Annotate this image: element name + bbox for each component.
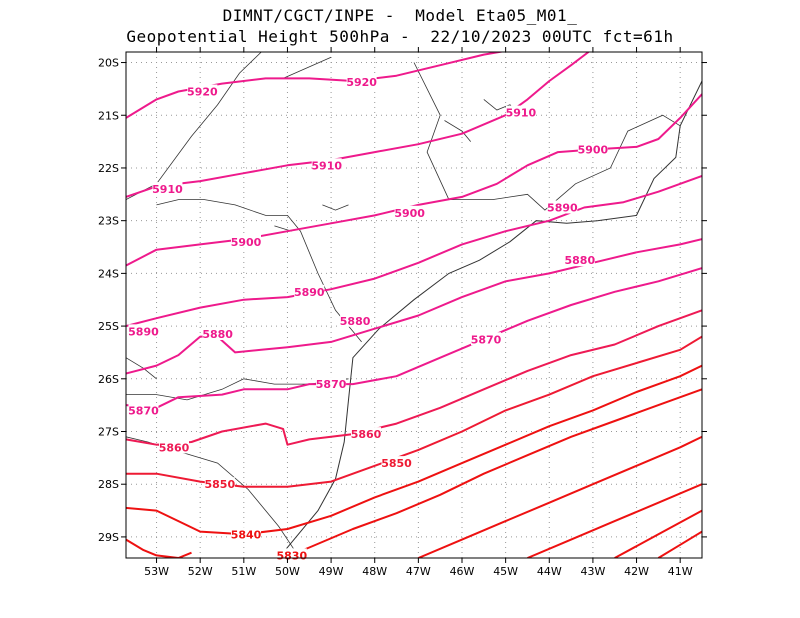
contour-line-5790 [657,530,702,558]
lon-tick-label: 43W [580,565,605,578]
contour-label-5850: 5850 [205,478,236,491]
contour-label-5910: 5910 [152,183,183,196]
contour-label-5860: 5860 [159,441,190,454]
contour-label-bg [340,313,371,327]
contour-layer [126,52,702,558]
contour-label-5910: 5910 [311,159,342,172]
contour-label-5830: 5830 [277,549,308,562]
contour-label-bg [202,326,233,340]
state-border [126,436,297,553]
axis-ticks: 53W 52W 51W 50W 49W 48W 47W 46W 45W 44W 43W 42W 41W 2… [98,47,707,578]
reservoir-outline [444,120,472,142]
lon-tick-label: 49W [319,565,344,578]
contour-label-5870: 5870 [471,333,502,346]
lat-tick-label: 24S [98,267,119,280]
contour-label-bg [547,200,578,214]
contour-label-5910: 5910 [506,107,537,120]
lat-tick-label: 29S [98,531,119,544]
contour-label-5900: 5900 [394,207,425,220]
contour-label-5920: 5920 [346,76,377,89]
contour-label-bg [128,324,159,338]
contour-label-5880: 5880 [565,254,596,267]
state-border [126,378,349,401]
contour-label-bg [159,440,189,454]
contour-line-5810 [527,483,702,558]
contour-label-bg [505,105,536,119]
contour-label-bg [577,142,608,156]
contour-label-bg [204,477,235,491]
lon-tick-label: 41W [668,565,693,578]
contour-line-5820 [418,435,702,558]
contour-line-5830 [282,388,702,558]
contour-label-5890: 5890 [547,201,578,214]
contour-label-5880: 5880 [202,328,233,341]
contour-label-5870: 5870 [128,404,159,417]
contour-label-bg [394,205,425,219]
contour-line-5880 [126,238,702,375]
contour-line-5890 [126,174,702,328]
map-background [126,52,702,558]
contour-label-bg [381,456,412,470]
state-border [413,62,681,211]
contour-label-5870: 5870 [316,378,347,391]
lon-tick-label: 46W [450,565,475,578]
contour-label-bg [311,158,342,172]
lon-tick-label: 47W [406,565,431,578]
contour-label-bg [471,332,501,346]
reservoir-outline [322,204,349,211]
lat-tick-label: 28S [98,478,119,491]
contour-label-5890: 5890 [128,325,159,338]
contour-line-5830 [126,538,192,558]
lat-tick-label: 20S [98,57,119,70]
contour-label-layer: 5920 5920 5910 5910 5910 5900 5900 5900 5890 5890… [128,75,609,562]
contour-line-5840 [126,364,702,536]
contour-label-bg [351,427,381,441]
lat-tick-label: 22S [98,162,119,175]
contour-line-5870 [126,267,702,409]
lon-tick-label: 48W [362,565,387,578]
contour-label-bg [187,84,218,98]
contour-label-bg [231,527,261,541]
lat-tick-label: 26S [98,373,119,386]
coastline [278,80,702,558]
contour-label-5860: 5860 [351,428,382,441]
lon-tick-label: 45W [493,565,518,578]
geography-layer [126,52,702,558]
contour-label-5840: 5840 [231,528,262,541]
state-border [282,56,332,79]
state-border [156,199,362,343]
contour-line-5900 [126,93,702,267]
contour-label-bg [564,253,595,267]
title-line-1: DIMNT/CGCT/INPE - Model Eta05_M01_ [222,6,578,25]
title-line-2: Geopotential Height 500hPa - 22/10/2023 … [126,27,674,46]
contour-label-5920: 5920 [187,86,218,99]
lon-tick-label: 50W [275,565,300,578]
lat-tick-label: 21S [98,109,119,122]
contour-label-bg [128,403,159,417]
lon-tick-label: 53W [144,565,169,578]
contour-label-5850: 5850 [381,457,412,470]
lat-tick-label: 27S [98,426,119,439]
contour-line-5800 [614,509,702,558]
contour-label-bg [152,182,183,196]
contour-label-bg [346,75,377,89]
contour-label-bg [231,234,261,248]
map-frame [125,51,703,559]
contour-label-bg [316,377,347,391]
lon-tick-label: 52W [188,565,213,578]
contour-line-5910 [126,52,590,198]
lat-tick-label: 25S [98,320,119,333]
contour-label-5880: 5880 [340,315,371,328]
contour-label-5900: 5900 [578,144,609,157]
lon-tick-label: 42W [624,565,649,578]
lat-tick-label: 23S [98,215,119,228]
contour-label-5900: 5900 [231,236,262,249]
contour-label-bg [294,284,325,298]
state-border [126,52,262,200]
contour-label-5890: 5890 [294,286,325,299]
lon-tick-label: 51W [231,565,256,578]
lon-tick-label: 44W [537,565,562,578]
contour-line-5920 [126,52,506,119]
